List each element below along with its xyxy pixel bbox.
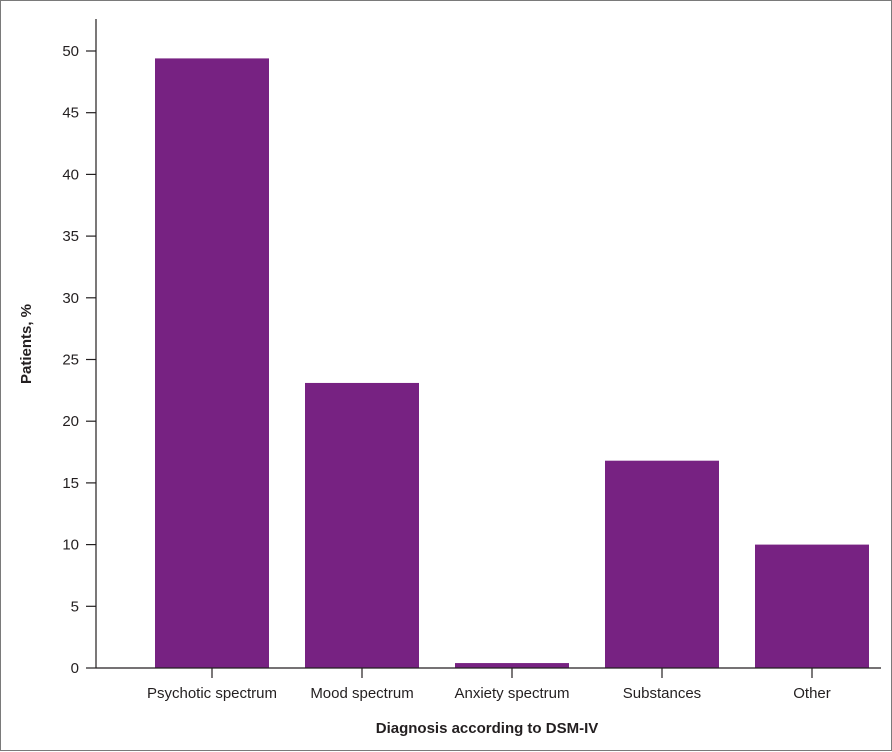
bar-mood-spectrum <box>305 382 419 668</box>
x-axis-title: Diagnosis according to DSM-IV <box>376 720 599 737</box>
y-tick-label: 40 <box>62 166 79 183</box>
y-tick-label: 0 <box>71 660 79 677</box>
y-ticks: 0 5 10 15 20 25 30 35 40 45 50 <box>62 43 96 677</box>
y-tick-label: 5 <box>71 598 79 615</box>
x-tick-label: Other <box>793 685 831 702</box>
bar-anxiety-spectrum <box>455 663 569 668</box>
x-ticks: Psychotic spectrum Mood spectrum Anxiety s… <box>147 668 831 702</box>
y-tick-label: 50 <box>62 43 79 60</box>
bar-psychotic-spectrum <box>155 58 269 669</box>
y-tick-label: 15 <box>62 475 79 492</box>
bar-substances <box>605 460 719 668</box>
y-tick-label: 35 <box>62 228 79 245</box>
x-tick-label: Substances <box>623 685 701 702</box>
x-tick-label: Mood spectrum <box>310 685 413 702</box>
y-tick-label: 25 <box>62 352 79 369</box>
bar-other <box>755 544 869 668</box>
x-tick-label: Psychotic spectrum <box>147 685 277 702</box>
y-axis-title: Patients, % <box>18 304 35 384</box>
y-tick-label: 10 <box>62 537 79 554</box>
y-tick-label: 30 <box>62 290 79 307</box>
bars <box>155 58 869 669</box>
y-tick-label: 45 <box>62 105 79 122</box>
axes <box>95 19 881 669</box>
y-tick-label: 20 <box>62 413 79 430</box>
x-tick-label: Anxiety spectrum <box>454 685 569 702</box>
